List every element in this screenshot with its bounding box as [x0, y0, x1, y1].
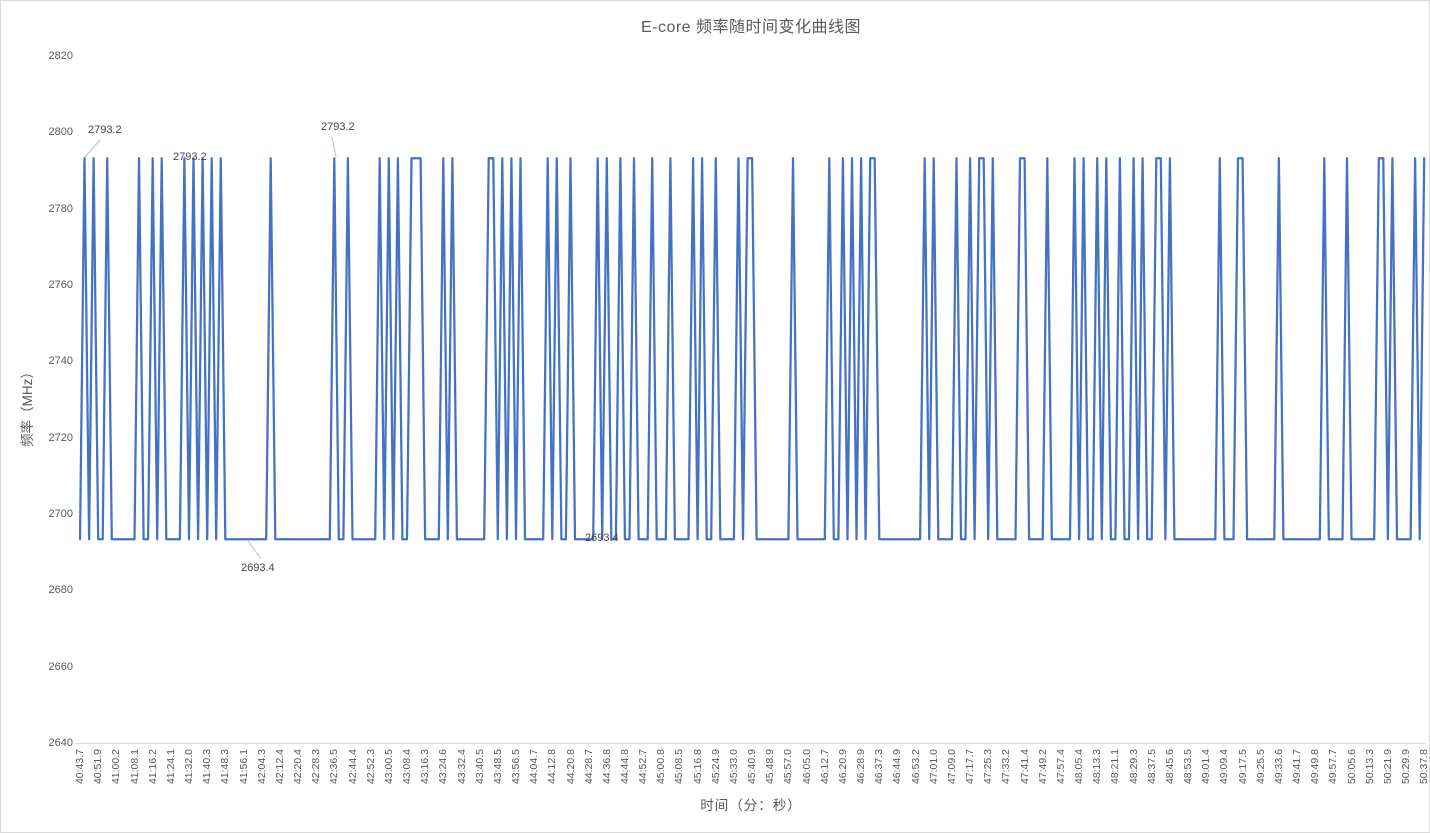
data-label: 2793.2	[321, 121, 355, 133]
x-tick-label: 46:53.2	[909, 749, 922, 785]
x-tick-label: 45:48.9	[764, 749, 777, 785]
x-tick-label: 43:24.6	[437, 749, 450, 785]
x-tick-label: 43:16.3	[419, 749, 432, 785]
x-tick-label: 50:21.9	[1381, 749, 1394, 785]
y-tick-label: 2820	[48, 50, 73, 62]
y-tick-label: 2740	[48, 355, 73, 368]
x-tick-label: 41:24.1	[164, 749, 177, 785]
chart-title: E-core 频率随时间变化曲线图	[640, 19, 862, 36]
x-tick-label: 47:09.0	[945, 749, 958, 785]
x-tick-label: 47:17.7	[964, 749, 977, 785]
x-tick-label: 46:05.0	[800, 749, 813, 785]
x-tick-label: 41:48.3	[219, 749, 232, 785]
x-tick-label: 40:51.9	[92, 749, 105, 785]
x-tick-label: 44:36.8	[600, 749, 613, 785]
x-tick-label: 43:56.5	[510, 749, 522, 785]
x-tick-label: 48:21.1	[1109, 749, 1122, 785]
y-tick-label: 2780	[48, 202, 73, 215]
x-tick-label: 47:41.4	[1018, 749, 1031, 785]
x-tick-label: 46:37.3	[873, 749, 886, 785]
x-tick-label: 45:16.8	[691, 749, 704, 785]
x-tick-label: 42:44.4	[346, 749, 359, 785]
data-label: 2693.4	[585, 532, 619, 544]
x-tick-label: 42:20.4	[292, 749, 304, 785]
x-tick-label: 47:25.3	[982, 749, 995, 785]
x-tick-label: 44:44.8	[618, 749, 631, 785]
x-tick-label: 49:49.8	[1309, 749, 1322, 785]
x-tick-label: 41:16.2	[146, 749, 159, 785]
data-label: 2793.2	[88, 124, 122, 136]
x-tick-label: 43:08.4	[401, 749, 413, 785]
x-tick-label: 44:12.8	[546, 749, 559, 785]
x-tick-label: 46:20.9	[836, 749, 849, 785]
x-tick-label: 46:12.7	[818, 749, 831, 785]
x-tick-label: 48:29.3	[1127, 749, 1140, 785]
x-tick-label: 43:40.5	[473, 749, 486, 785]
data-label: 2693.4	[241, 562, 275, 574]
x-tick-label: 44:20.8	[564, 749, 577, 785]
x-tick-label: 50:05.6	[1345, 749, 1358, 785]
x-axis-title: 时间（分：秒）	[700, 798, 802, 813]
frequency-line-series	[78, 157, 1426, 541]
y-tick-label: 2800	[48, 126, 73, 139]
leader-line	[331, 136, 337, 158]
x-tick-label: 41:56.1	[237, 749, 250, 785]
x-tick-label: 43:48.5	[491, 749, 504, 785]
x-tick-label: 49:41.7	[1291, 749, 1303, 785]
x-tick-label: 45:08.5	[673, 749, 686, 785]
x-tick-label: 45:00.8	[655, 749, 668, 785]
x-tick-label: 47:01.0	[927, 749, 940, 785]
annotation-leader-lines	[84, 136, 337, 560]
x-tick-label: 45:33.0	[727, 749, 740, 785]
data-label: 2793.2	[173, 151, 207, 163]
leader-line	[247, 540, 262, 560]
x-tick-label: 42:52.3	[364, 749, 377, 785]
x-tick-label: 41:32.0	[183, 749, 195, 785]
y-tick-label: 2660	[48, 660, 73, 673]
y-tick-label: 2680	[48, 584, 73, 597]
x-tick-label: 45:40.9	[746, 749, 759, 785]
x-tick-label: 41:00.2	[110, 749, 123, 785]
x-tick-label: 49:25.5	[1254, 749, 1267, 785]
x-tick-label: 49:01.4	[1200, 749, 1213, 785]
x-tick-label: 43:00.5	[382, 749, 395, 785]
x-tick-label: 47:57.4	[1054, 749, 1067, 785]
x-tick-label: 48:37.5	[1145, 749, 1158, 785]
x-tick-label: 44:52.7	[637, 749, 650, 785]
x-tick-label: 42:28.3	[310, 749, 323, 785]
y-tick-label: 2760	[48, 279, 73, 291]
x-tick-label: 42:36.5	[328, 749, 341, 785]
x-tick-label: 47:33.2	[1000, 749, 1013, 785]
x-tick-label: 49:33.6	[1272, 749, 1285, 785]
x-tick-label: 45:57.0	[782, 749, 795, 785]
x-tick-label: 49:09.4	[1218, 749, 1231, 785]
x-tick-label: 48:45.6	[1163, 749, 1176, 785]
x-tick-label: 44:04.7	[528, 749, 541, 785]
x-tick-label: 48:13.3	[1091, 749, 1104, 785]
x-tick-label: 50:13.3	[1363, 749, 1376, 785]
y-tick-label: 2640	[48, 737, 73, 749]
x-tick-label: 40:43.7	[74, 749, 86, 785]
x-tick-label: 46:44.9	[891, 749, 904, 785]
x-tick-label: 49:17.5	[1236, 749, 1249, 785]
x-tick-label: 50:29.9	[1400, 749, 1412, 785]
x-tick-label: 41:40.3	[201, 749, 214, 785]
x-tick-label: 42:04.3	[255, 749, 268, 785]
y-tick-label: 2720	[48, 431, 73, 444]
y-tick-label: 2700	[48, 508, 73, 520]
x-tick-label: 46:28.9	[855, 749, 868, 785]
leader-line	[84, 139, 101, 158]
x-tick-label: 45:24.9	[709, 749, 722, 785]
x-tick-label: 48:05.4	[1073, 749, 1086, 785]
x-tick-label: 50:37.8	[1418, 749, 1430, 785]
x-tick-label: 43:32.4	[455, 749, 468, 785]
x-tick-label: 44:28.7	[582, 749, 595, 785]
x-tick-label: 49:57.7	[1327, 749, 1340, 785]
x-tick-label: 47:49.2	[1036, 749, 1049, 785]
x-tick-label: 48:53.5	[1182, 749, 1195, 785]
x-tick-label: 42:12.4	[273, 749, 286, 785]
x-tick-label: 41:08.1	[128, 749, 141, 785]
